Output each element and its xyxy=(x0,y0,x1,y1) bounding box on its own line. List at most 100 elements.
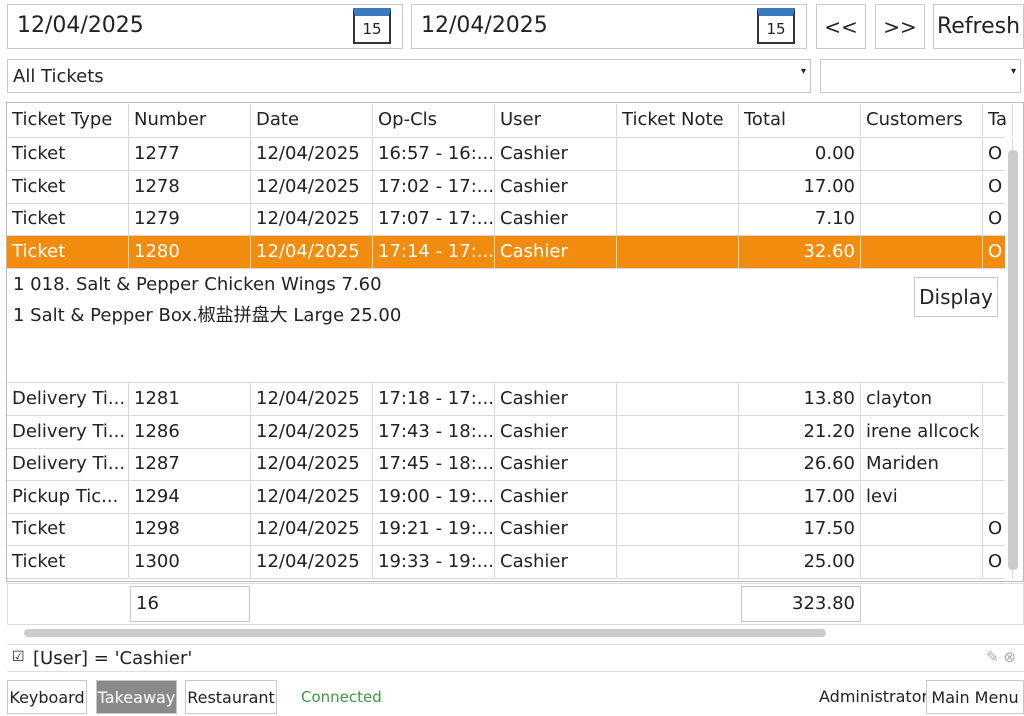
ticket-filter[interactable]: All Tickets ▾ xyxy=(7,59,811,93)
ticket-row[interactable]: Ticket 1278 12/04/2025 17:02 - 17:... Cashie… xyxy=(7,170,1013,204)
ticket-row[interactable]: Ticket 1298 12/04/2025 19:21 - 19:... Cashie… xyxy=(7,513,1013,546)
cell: 1286 xyxy=(129,415,251,448)
cell: Ticket xyxy=(7,513,129,545)
column-header[interactable]: Op-Cls xyxy=(373,104,495,136)
cell: 21.20 xyxy=(739,415,861,448)
cell: Cashier xyxy=(495,448,617,480)
cell: Ticket xyxy=(7,545,129,578)
cell: 1280 xyxy=(129,235,251,268)
cell xyxy=(861,545,983,578)
cell: Cashier xyxy=(495,235,617,268)
cell xyxy=(617,513,739,545)
column-header[interactable]: Ticket Note xyxy=(617,104,739,136)
cell: Ticket xyxy=(7,235,129,268)
cell: 12/04/2025 xyxy=(251,383,373,415)
cell: 17:07 - 17:... xyxy=(373,203,495,235)
cell xyxy=(617,545,739,578)
summary-count: 16 xyxy=(130,586,250,622)
vertical-scrollbar[interactable] xyxy=(1008,150,1018,570)
column-header[interactable]: Date xyxy=(251,104,373,136)
column-header[interactable]: Customers xyxy=(861,104,983,136)
next-button[interactable]: >> xyxy=(875,4,925,49)
cell xyxy=(617,415,739,448)
cell: Cashier xyxy=(495,545,617,578)
cell: 1277 xyxy=(129,138,251,170)
cell: 0.00 xyxy=(739,138,861,170)
filter-actions[interactable]: ✎ ⊗ xyxy=(986,648,1016,666)
takeaway-button[interactable]: Takeaway xyxy=(96,680,177,714)
header-row: Ticket Type Number Date Op-Cls User Ticket No… xyxy=(7,103,1013,138)
cell: Cashier xyxy=(495,170,617,203)
ticket-grid: Ticket Type Number Date Op-Cls User Ticket No… xyxy=(6,102,1024,582)
column-header[interactable]: Total xyxy=(739,104,861,136)
cell: 17.00 xyxy=(739,480,861,513)
ticket-filter-text: All Tickets xyxy=(13,66,104,87)
cell: 19:33 - 19:... xyxy=(373,545,495,578)
cell: 17:14 - 17:... xyxy=(373,235,495,268)
cell: Ticket xyxy=(7,138,129,170)
cell: Delivery Ti... xyxy=(7,383,129,415)
ticket-row[interactable]: Ticket 1300 12/04/2025 19:33 - 19:... Cashie… xyxy=(7,545,1013,579)
date-to[interactable]: 12/04/2025 15 xyxy=(411,4,807,49)
cell: 12/04/2025 xyxy=(251,448,373,480)
cell: Cashier xyxy=(495,480,617,513)
cell: 16:57 - 16:... xyxy=(373,138,495,170)
summary-row: 16 323.80 xyxy=(7,583,1024,625)
cell: 1294 xyxy=(129,480,251,513)
cell xyxy=(861,170,983,203)
horizontal-scrollbar[interactable] xyxy=(24,629,826,637)
cell: 1300 xyxy=(129,545,251,578)
cell: levi xyxy=(861,480,983,513)
filter-checkbox[interactable]: ☑ xyxy=(12,649,25,665)
cell xyxy=(617,170,739,203)
display-button[interactable]: Display xyxy=(914,277,998,317)
filter-expression[interactable]: [User] = 'Cashier' xyxy=(33,648,193,669)
calendar-icon[interactable]: 15 xyxy=(757,8,795,44)
restaurant-button[interactable]: Restaurant xyxy=(185,680,277,714)
cell: Cashier xyxy=(495,138,617,170)
cell: 19:00 - 19:... xyxy=(373,480,495,513)
cell xyxy=(617,203,739,235)
cell: 12/04/2025 xyxy=(251,415,373,448)
cell xyxy=(861,203,983,235)
ticket-row[interactable]: Ticket 1279 12/04/2025 17:07 - 17:... Cashie… xyxy=(7,203,1013,236)
ticket-row[interactable]: Ticket 1277 12/04/2025 16:57 - 16:... Cashie… xyxy=(7,138,1013,171)
column-header[interactable]: User xyxy=(495,104,617,136)
cell: Cashier xyxy=(495,415,617,448)
ticket-row[interactable]: Delivery Ti... 1287 12/04/2025 17:45 - 18:.… xyxy=(7,448,1013,481)
ticket-row[interactable]: Ticket 1280 12/04/2025 17:14 - 17:... Cashie… xyxy=(7,235,1013,269)
date-from[interactable]: 12/04/2025 15 xyxy=(7,4,403,49)
cell: Ticket xyxy=(7,170,129,203)
ticket-row[interactable]: Pickup Tic... 1294 12/04/2025 19:00 - 19:..… xyxy=(7,480,1013,514)
ticket-row[interactable]: Delivery Ti... 1281 12/04/2025 17:18 - 17:.… xyxy=(7,383,1013,416)
secondary-filter[interactable]: ▾ xyxy=(820,59,1021,93)
cell: 26.60 xyxy=(739,448,861,480)
ticket-row[interactable]: Delivery Ti... 1286 12/04/2025 17:43 - 18:.… xyxy=(7,415,1013,449)
cell: Cashier xyxy=(495,383,617,415)
cell: 12/04/2025 xyxy=(251,545,373,578)
column-header[interactable]: Number xyxy=(129,104,251,136)
cell: 12/04/2025 xyxy=(251,170,373,203)
cell xyxy=(617,383,739,415)
cell: 32.60 xyxy=(739,235,861,268)
date-from-text: 12/04/2025 xyxy=(17,13,144,38)
main-menu-button[interactable]: Main Menu xyxy=(926,680,1024,714)
column-header[interactable]: Ticket Type xyxy=(7,104,129,136)
cell: 17.50 xyxy=(739,513,861,545)
refresh-button[interactable]: Refresh xyxy=(933,4,1024,49)
cell: 7.10 xyxy=(739,203,861,235)
cell: Pickup Tic... xyxy=(7,480,129,513)
cell: 17:43 - 18:... xyxy=(373,415,495,448)
cell xyxy=(861,235,983,268)
prev-button[interactable]: << xyxy=(816,4,866,49)
keyboard-button[interactable]: Keyboard xyxy=(7,680,87,714)
column-header[interactable]: Ta xyxy=(983,104,1013,136)
detail-line: 1 018. Salt & Pepper Chicken Wings 7.60 xyxy=(13,274,382,295)
cell: irene allcock xyxy=(861,415,983,448)
calendar-icon[interactable]: 15 xyxy=(353,8,391,44)
cell: 13.80 xyxy=(739,383,861,415)
cell xyxy=(861,513,983,545)
cell xyxy=(617,235,739,268)
cell: 17:45 - 18:... xyxy=(373,448,495,480)
cell: 19:21 - 19:... xyxy=(373,513,495,545)
